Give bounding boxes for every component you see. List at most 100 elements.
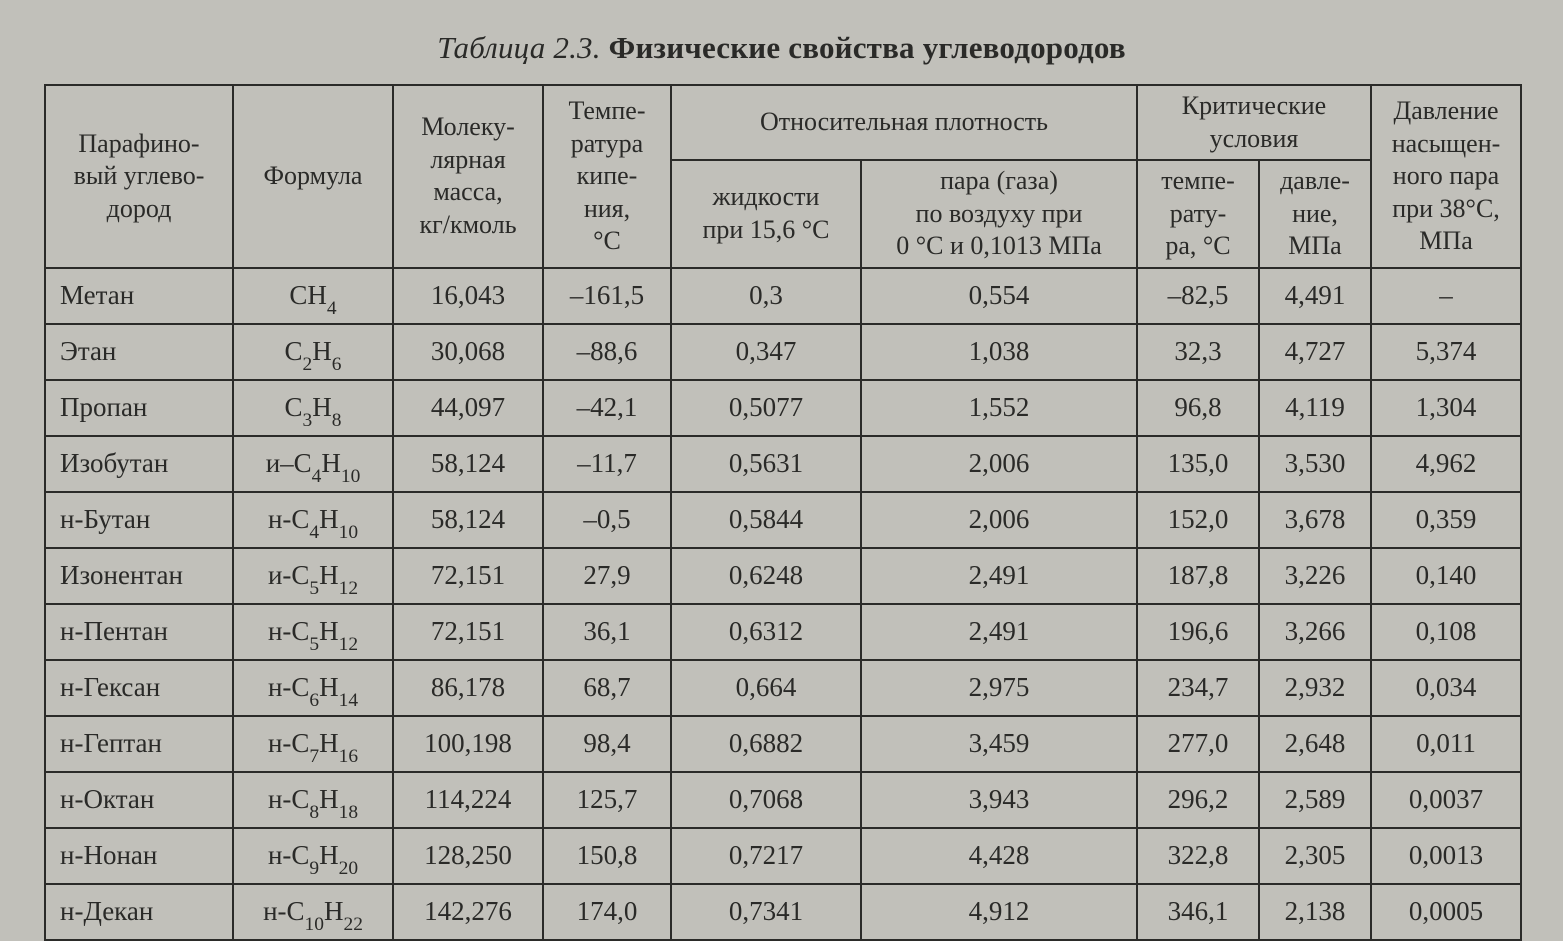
cell-density-vapor: 2,975 <box>861 660 1137 716</box>
cell-sat-vapor-pressure: 4,962 <box>1371 436 1521 492</box>
formula: н-C4H10 <box>233 492 393 548</box>
name: н-Гептан <box>45 716 233 772</box>
cell-density-liquid: 0,7068 <box>671 772 861 828</box>
table-row: Изонентани-C5H1272,15127,90,62482,491187… <box>45 548 1521 604</box>
col-header-name: Парафино-вый углево-дород <box>45 85 233 268</box>
cell-boiling-temp: –88,6 <box>543 324 671 380</box>
cell-crit-temp: 152,0 <box>1137 492 1259 548</box>
cell-crit-temp: 32,3 <box>1137 324 1259 380</box>
formula: н-C7H16 <box>233 716 393 772</box>
caption-title: Физические свойства углеводородов <box>609 30 1126 65</box>
cell-density-vapor: 1,552 <box>861 380 1137 436</box>
cell-boiling-temp: 125,7 <box>543 772 671 828</box>
cell-boiling-temp: 98,4 <box>543 716 671 772</box>
table-caption: Таблица 2.3. Физические свойства углевод… <box>44 30 1519 66</box>
cell-crit-pressure: 2,932 <box>1259 660 1371 716</box>
table-row: н-Октанн-C8H18114,224125,70,70683,943296… <box>45 772 1521 828</box>
cell-density-liquid: 0,5844 <box>671 492 861 548</box>
cell-sat-vapor-pressure: – <box>1371 268 1521 324</box>
cell-density-vapor: 3,943 <box>861 772 1137 828</box>
cell-molar-mass: 30,068 <box>393 324 543 380</box>
cell-crit-temp: 234,7 <box>1137 660 1259 716</box>
cell-crit-temp: –82,5 <box>1137 268 1259 324</box>
cell-sat-vapor-pressure: 0,0037 <box>1371 772 1521 828</box>
col-header-density-vapor: пара (газа)по воздуху при0 °С и 0,1013 М… <box>861 160 1137 268</box>
formula: н-C5H12 <box>233 604 393 660</box>
formula: н-C6H14 <box>233 660 393 716</box>
cell-boiling-temp: 150,8 <box>543 828 671 884</box>
cell-density-vapor: 2,491 <box>861 604 1137 660</box>
col-header-crit-pressure: давле-ние,МПа <box>1259 160 1371 268</box>
cell-density-liquid: 0,5077 <box>671 380 861 436</box>
cell-density-vapor: 2,491 <box>861 548 1137 604</box>
col-header-critical: Критическиеусловия <box>1137 85 1371 160</box>
cell-crit-pressure: 2,305 <box>1259 828 1371 884</box>
col-header-formula: Формула <box>233 85 393 268</box>
formula: и–C4H10 <box>233 436 393 492</box>
hydrocarbon-properties-table: Парафино-вый углево-дород Формула Молеку… <box>44 84 1522 941</box>
cell-crit-pressure: 4,491 <box>1259 268 1371 324</box>
cell-density-vapor: 2,006 <box>861 492 1137 548</box>
cell-crit-temp: 322,8 <box>1137 828 1259 884</box>
name: н-Октан <box>45 772 233 828</box>
name: н-Нонан <box>45 828 233 884</box>
formula: CH4 <box>233 268 393 324</box>
formula: и-C5H12 <box>233 548 393 604</box>
table-row: н-Нонанн-C9H20128,250150,80,72174,428322… <box>45 828 1521 884</box>
caption-label: Таблица 2.3. <box>437 30 601 65</box>
cell-molar-mass: 114,224 <box>393 772 543 828</box>
table-row: н-Гексанн-C6H1486,17868,70,6642,975234,7… <box>45 660 1521 716</box>
cell-molar-mass: 16,043 <box>393 268 543 324</box>
cell-crit-temp: 296,2 <box>1137 772 1259 828</box>
cell-boiling-temp: –11,7 <box>543 436 671 492</box>
cell-crit-temp: 135,0 <box>1137 436 1259 492</box>
cell-density-liquid: 0,5631 <box>671 436 861 492</box>
cell-crit-pressure: 3,530 <box>1259 436 1371 492</box>
cell-molar-mass: 72,151 <box>393 548 543 604</box>
table-row: н-Пентанн-C5H1272,15136,10,63122,491196,… <box>45 604 1521 660</box>
cell-crit-pressure: 4,119 <box>1259 380 1371 436</box>
cell-density-liquid: 0,6882 <box>671 716 861 772</box>
name: Пропан <box>45 380 233 436</box>
cell-crit-pressure: 3,678 <box>1259 492 1371 548</box>
cell-sat-vapor-pressure: 1,304 <box>1371 380 1521 436</box>
col-header-crit-temp: темпе-рату-ра, °С <box>1137 160 1259 268</box>
cell-density-vapor: 4,428 <box>861 828 1137 884</box>
cell-density-vapor: 0,554 <box>861 268 1137 324</box>
cell-molar-mass: 72,151 <box>393 604 543 660</box>
table-header: Парафино-вый углево-дород Формула Молеку… <box>45 85 1521 268</box>
name: Изобутан <box>45 436 233 492</box>
table-row: ЭтанC2H630,068–88,60,3471,03832,34,7275,… <box>45 324 1521 380</box>
cell-boiling-temp: 27,9 <box>543 548 671 604</box>
cell-density-vapor: 3,459 <box>861 716 1137 772</box>
cell-crit-temp: 187,8 <box>1137 548 1259 604</box>
cell-molar-mass: 44,097 <box>393 380 543 436</box>
formula: н-C8H18 <box>233 772 393 828</box>
cell-density-liquid: 0,3 <box>671 268 861 324</box>
cell-sat-vapor-pressure: 0,108 <box>1371 604 1521 660</box>
cell-molar-mass: 100,198 <box>393 716 543 772</box>
cell-density-vapor: 1,038 <box>861 324 1137 380</box>
cell-boiling-temp: 36,1 <box>543 604 671 660</box>
cell-molar-mass: 86,178 <box>393 660 543 716</box>
name: н-Гексан <box>45 660 233 716</box>
cell-crit-temp: 96,8 <box>1137 380 1259 436</box>
name: Изонентан <box>45 548 233 604</box>
col-header-sat-vapor-pressure: Давлениенасыщен-ного парапри 38°С,МПа <box>1371 85 1521 268</box>
cell-boiling-temp: –42,1 <box>543 380 671 436</box>
table-row: н-Гептанн-C7H16100,19898,40,68823,459277… <box>45 716 1521 772</box>
cell-sat-vapor-pressure: 0,359 <box>1371 492 1521 548</box>
name: Этан <box>45 324 233 380</box>
col-header-boiling-temp: Темпе-ратуракипе-ния,°С <box>543 85 671 268</box>
cell-crit-pressure: 4,727 <box>1259 324 1371 380</box>
table-row: ПропанC3H844,097–42,10,50771,55296,84,11… <box>45 380 1521 436</box>
col-header-density-liquid: жидкостипри 15,6 °С <box>671 160 861 268</box>
cell-molar-mass: 58,124 <box>393 492 543 548</box>
col-header-relative-density: Относительная плотность <box>671 85 1137 160</box>
cell-boiling-temp: 68,7 <box>543 660 671 716</box>
table-row: н-Бутанн-C4H1058,124–0,50,58442,006152,0… <box>45 492 1521 548</box>
cell-sat-vapor-pressure: 0,0013 <box>1371 828 1521 884</box>
cell-sat-vapor-pressure: 0,011 <box>1371 716 1521 772</box>
cell-density-liquid: 0,6248 <box>671 548 861 604</box>
name: н-Бутан <box>45 492 233 548</box>
